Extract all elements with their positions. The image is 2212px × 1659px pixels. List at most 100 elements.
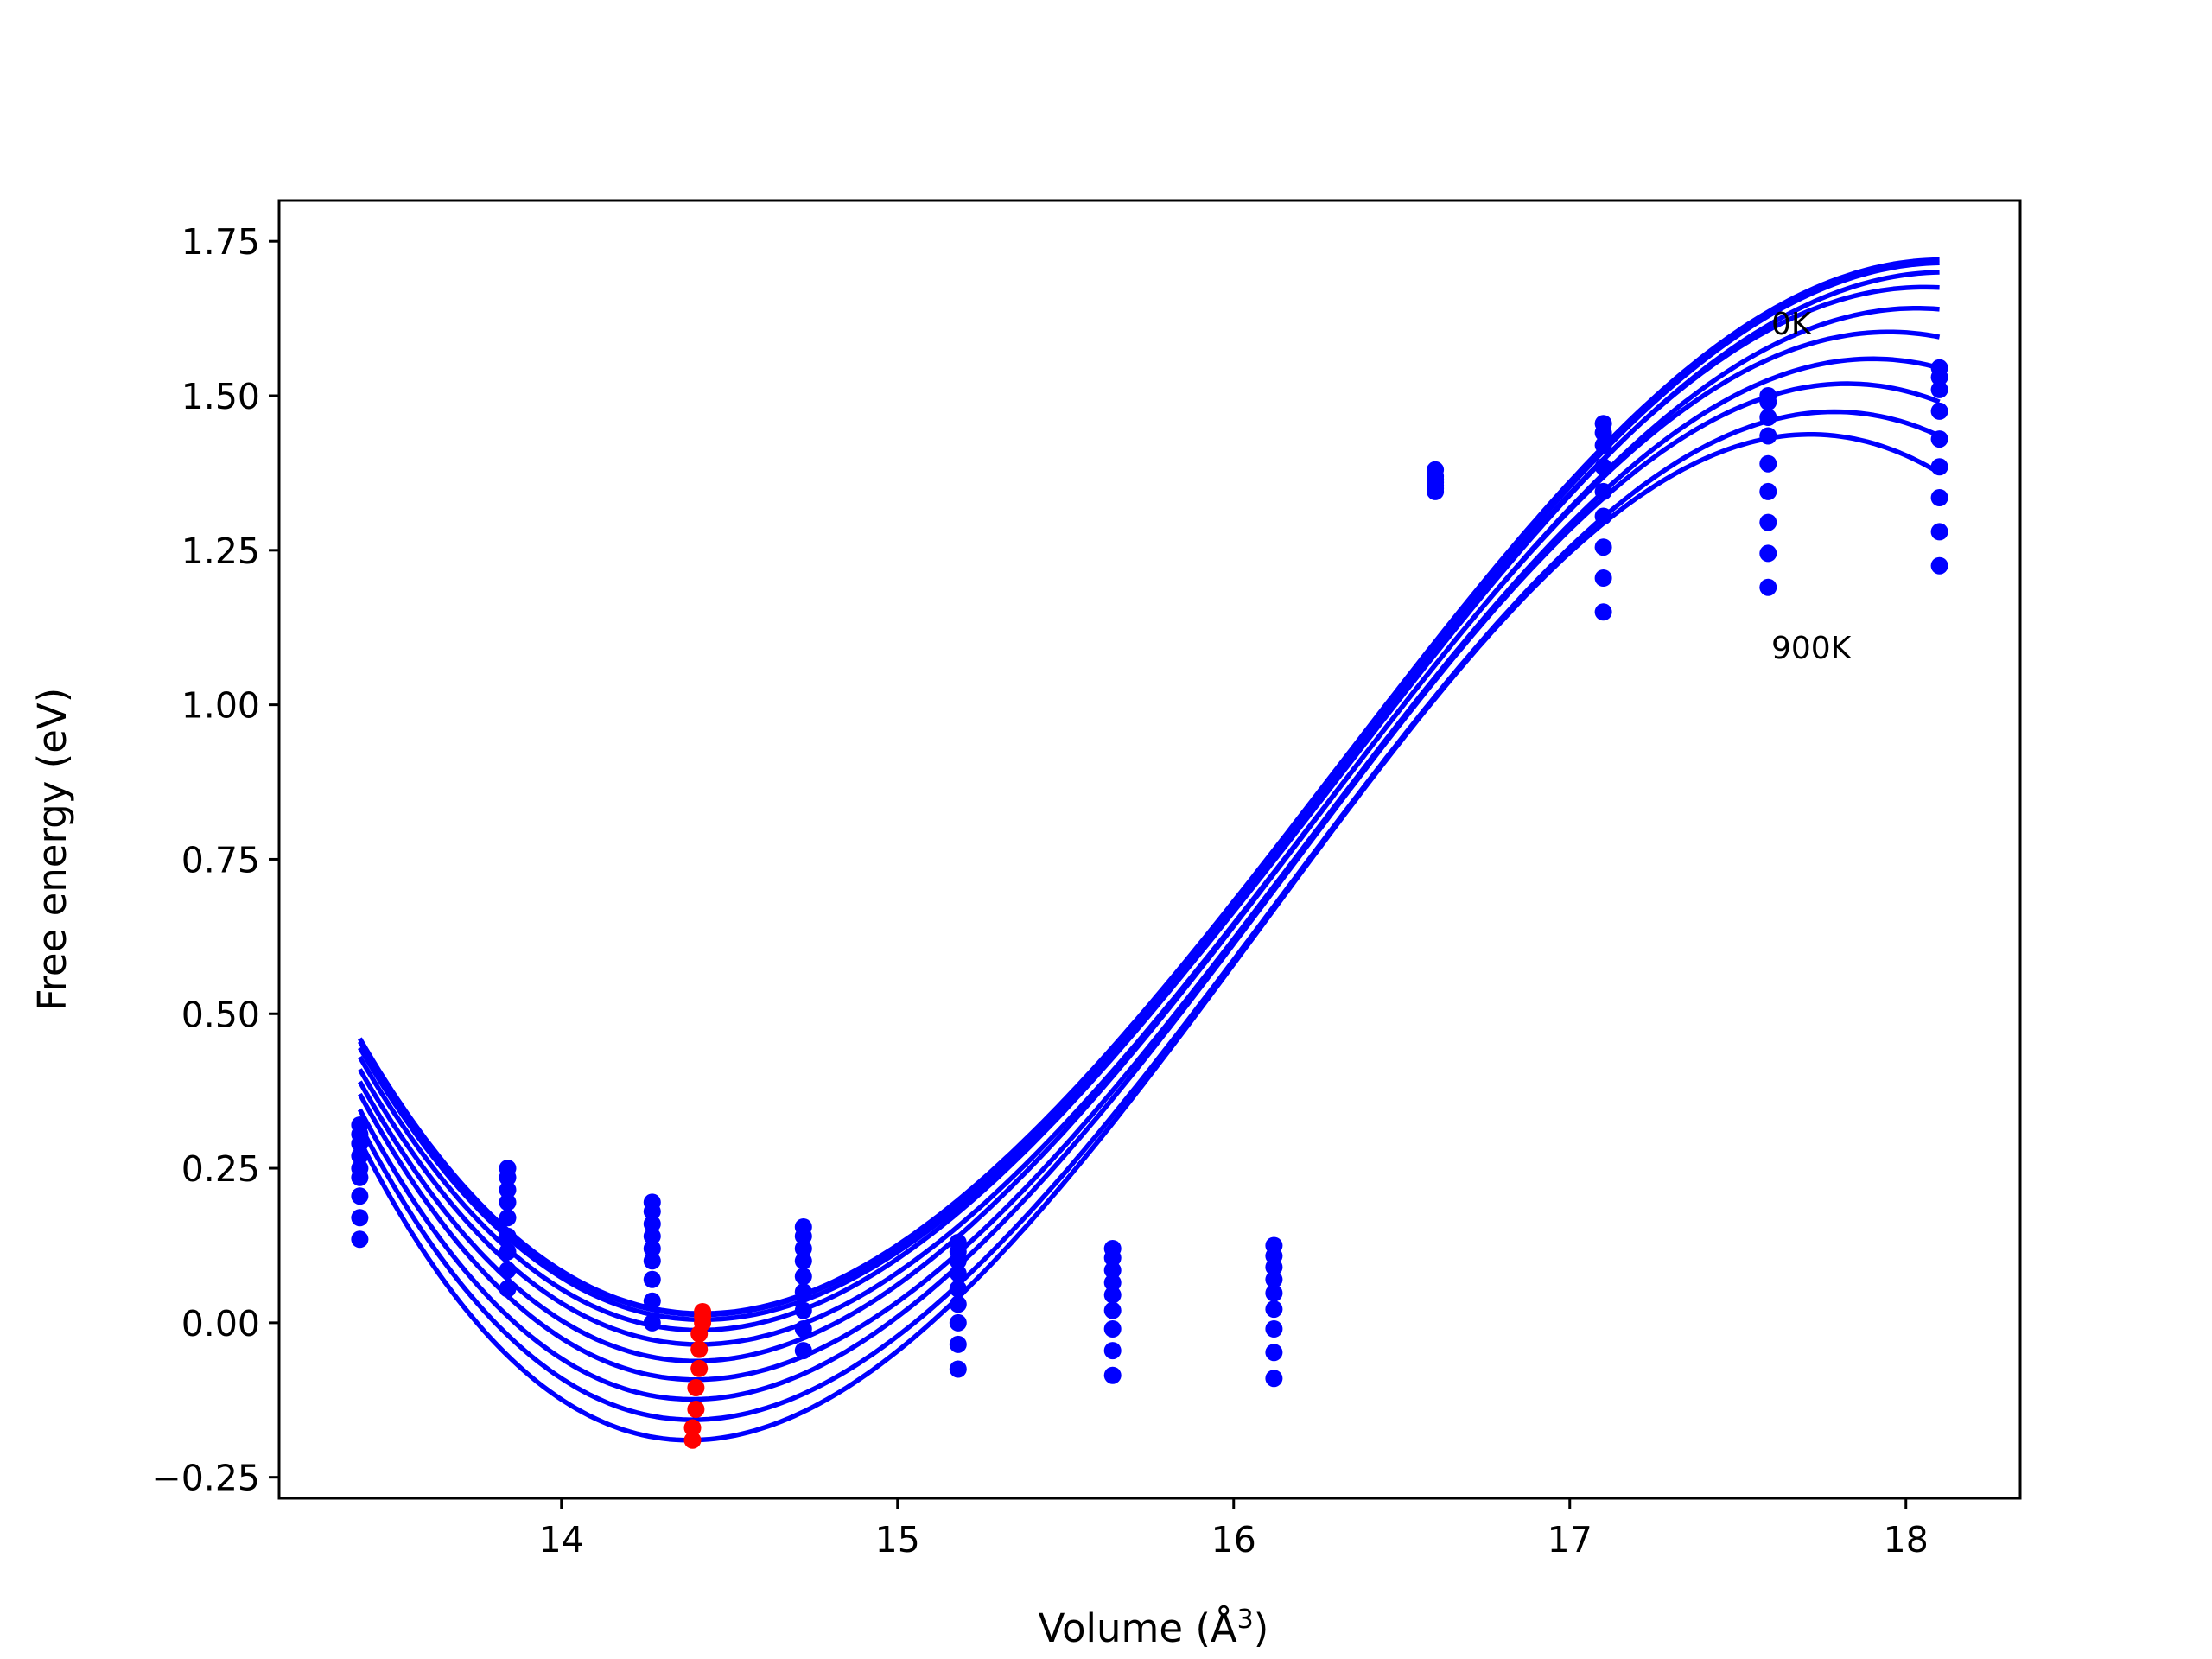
data-point xyxy=(351,1168,369,1186)
data-point xyxy=(1265,1300,1283,1319)
data-point xyxy=(1103,1286,1122,1304)
curve-600k xyxy=(357,356,1941,1382)
data-point xyxy=(1103,1249,1122,1267)
annotation-0k: 0K xyxy=(1771,307,1813,342)
data-point xyxy=(1265,1284,1283,1302)
data-point xyxy=(351,1230,369,1249)
data-point xyxy=(499,1227,517,1245)
data-point xyxy=(1103,1262,1122,1280)
data-point xyxy=(1759,454,1777,473)
data-point xyxy=(1930,458,1948,476)
data-point xyxy=(794,1283,812,1301)
y-tick-label: 0.75 xyxy=(181,839,260,880)
plot-frame xyxy=(277,199,2022,1500)
data-point xyxy=(1265,1258,1283,1276)
data-point xyxy=(1930,523,1948,541)
data-point xyxy=(1930,380,1948,398)
data-point xyxy=(1759,427,1777,445)
curve-900k xyxy=(357,432,1942,1443)
curve-0k xyxy=(358,257,1940,1316)
data-point xyxy=(1759,513,1777,531)
data-point xyxy=(1759,544,1777,563)
data-point xyxy=(1930,489,1948,506)
data-point xyxy=(1265,1320,1283,1338)
data-point xyxy=(949,1280,967,1298)
data-point xyxy=(949,1313,967,1332)
data-point xyxy=(1594,507,1612,525)
data-point xyxy=(1103,1274,1122,1292)
data-point xyxy=(1265,1344,1283,1362)
x-axis-title-superscript: 3 xyxy=(1237,1605,1254,1635)
data-point xyxy=(1103,1320,1122,1338)
minimum-point xyxy=(687,1379,705,1396)
data-point xyxy=(949,1264,967,1282)
data-point xyxy=(1103,1342,1122,1360)
minimum-point xyxy=(690,1325,709,1343)
data-point xyxy=(949,1335,967,1353)
data-point xyxy=(1103,1366,1122,1384)
data-point xyxy=(351,1135,369,1153)
data-point xyxy=(1930,402,1948,420)
data-point xyxy=(499,1168,517,1186)
data-point xyxy=(1930,430,1948,448)
data-point xyxy=(794,1252,812,1270)
x-axis: 14 15 16 17 18 xyxy=(539,1498,1929,1560)
y-axis-title: Free energy (eV) xyxy=(29,688,75,1011)
data-point xyxy=(1594,458,1612,476)
minimum-point xyxy=(690,1359,709,1377)
y-tick-label: 1.75 xyxy=(181,221,260,263)
minimum-point xyxy=(683,1419,702,1437)
data-point xyxy=(794,1320,812,1338)
data-point xyxy=(643,1270,661,1288)
data-point xyxy=(1103,1301,1122,1319)
data-point xyxy=(643,1215,661,1233)
data-point xyxy=(351,1187,369,1205)
curve-300k xyxy=(358,284,1940,1333)
data-point xyxy=(794,1268,812,1286)
data-point xyxy=(794,1301,812,1319)
data-point xyxy=(1759,393,1777,411)
x-tick-label: 18 xyxy=(1884,1519,1929,1560)
data-point xyxy=(794,1227,812,1245)
data-point xyxy=(1427,482,1445,500)
minimum-point xyxy=(683,1431,702,1449)
data-point xyxy=(1265,1270,1283,1288)
x-tick-label: 15 xyxy=(875,1519,920,1560)
curve-200k xyxy=(358,270,1940,1323)
y-tick-label: 1.25 xyxy=(181,531,260,572)
data-point xyxy=(1759,578,1777,596)
y-tick-label: 0.00 xyxy=(181,1303,260,1344)
x-tick-label: 16 xyxy=(1211,1519,1256,1560)
data-point xyxy=(643,1240,661,1257)
data-point xyxy=(949,1360,967,1378)
curve-400k xyxy=(358,306,1940,1347)
data-point xyxy=(949,1252,967,1270)
data-points xyxy=(351,359,1948,1388)
x-tick-label: 17 xyxy=(1548,1519,1592,1560)
data-point xyxy=(1594,569,1612,587)
y-tick-label: 0.50 xyxy=(181,994,260,1035)
data-point xyxy=(1930,368,1948,386)
annotation-900k: 900K xyxy=(1771,631,1853,666)
fitted-curves xyxy=(357,257,1942,1443)
y-tick-label: −0.25 xyxy=(151,1458,260,1499)
data-point xyxy=(1759,409,1777,426)
data-point xyxy=(1594,436,1612,454)
x-axis-title: Volume (Å3) xyxy=(1039,1605,1269,1651)
data-point xyxy=(643,1252,661,1270)
data-point xyxy=(1265,1370,1283,1388)
data-point xyxy=(643,1227,661,1245)
data-point xyxy=(499,1209,517,1227)
data-point xyxy=(1594,423,1612,442)
data-point xyxy=(499,1181,517,1199)
curve-700k xyxy=(357,381,1941,1402)
data-point xyxy=(499,1262,517,1280)
data-point xyxy=(1759,482,1777,500)
y-tick-label: 0.25 xyxy=(181,1148,260,1190)
data-point xyxy=(1594,482,1612,500)
data-point xyxy=(643,1292,661,1310)
data-point xyxy=(643,1203,661,1221)
data-point xyxy=(794,1342,812,1360)
x-tick-label: 14 xyxy=(539,1519,584,1560)
